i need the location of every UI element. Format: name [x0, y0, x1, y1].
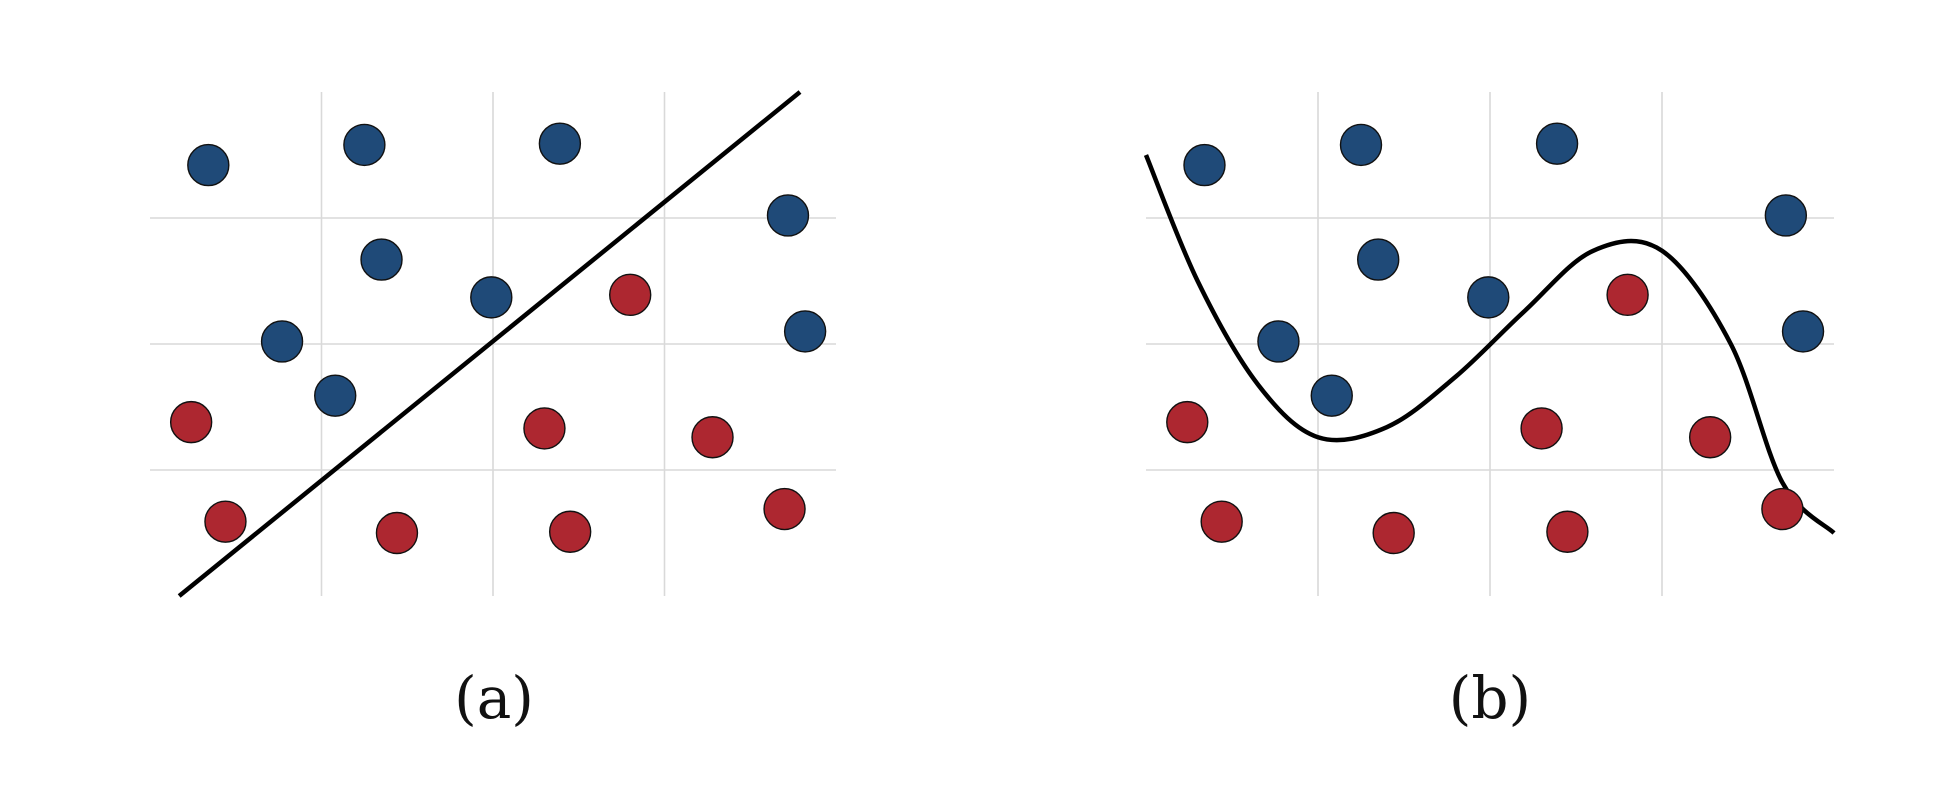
panel-a: (a): [150, 92, 836, 732]
panel-a-red-point: [376, 513, 417, 554]
panel-b-red-point: [1690, 417, 1731, 458]
panel-b-red-point: [1201, 501, 1242, 542]
panel-b-red-point: [1167, 402, 1208, 443]
panel-a-blue-point: [767, 195, 808, 236]
panel-a-blue-point: [361, 239, 402, 280]
panel-a-blue-point: [344, 124, 385, 165]
panel-a-red-point: [171, 402, 212, 443]
panel-b-blue-point: [1765, 195, 1806, 236]
panel-b-red-point: [1547, 511, 1588, 552]
panel-a-red-point: [692, 417, 733, 458]
panel-a-blue-point: [785, 311, 826, 352]
panel-a-blue-point: [315, 375, 356, 416]
panel-a-red-point: [550, 511, 591, 552]
panel-a-blue-point: [471, 277, 512, 318]
panel-b-red-point: [1521, 408, 1562, 449]
panel-b-blue-point: [1311, 375, 1352, 416]
panel-a-red-point: [764, 489, 805, 530]
panel-b-blue-point: [1783, 311, 1824, 352]
panel-a-blue-point: [188, 145, 229, 186]
panel-a-caption: (a): [454, 664, 534, 732]
panel-a-blue-point: [539, 123, 580, 164]
panel-a-red-point: [610, 274, 651, 315]
panel-b-red-point: [1373, 513, 1414, 554]
panel-a-red-point: [524, 408, 565, 449]
panel-b-blue-point: [1468, 277, 1509, 318]
panel-b-blue-point: [1341, 124, 1382, 165]
panel-a-blue-point: [262, 321, 303, 362]
panel-b-red-point: [1762, 489, 1803, 530]
panel-b-blue-point: [1258, 321, 1299, 362]
panel-b: (b): [1146, 92, 1834, 732]
panel-b-red-point: [1607, 274, 1648, 315]
panel-b-blue-point: [1537, 123, 1578, 164]
panel-b-caption: (b): [1449, 664, 1531, 732]
panel-b-blue-point: [1184, 145, 1225, 186]
panel-a-red-point: [205, 501, 246, 542]
panel-b-blue-point: [1358, 239, 1399, 280]
